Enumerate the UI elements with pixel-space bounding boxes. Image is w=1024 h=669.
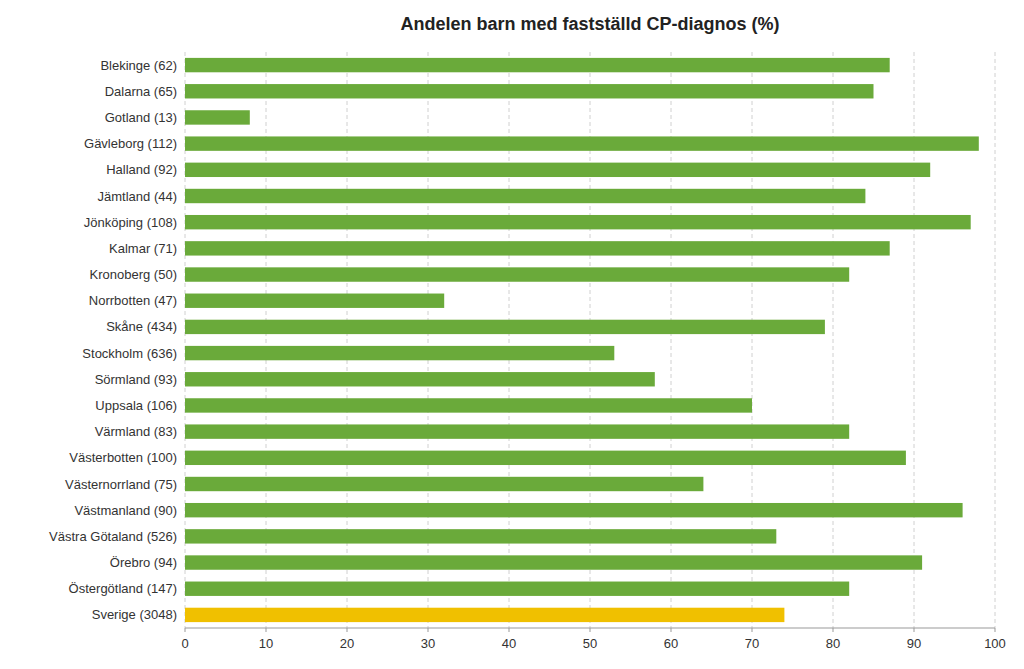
- bar: [185, 136, 979, 150]
- category-label: Västernorrland (75): [65, 477, 177, 492]
- category-label: Blekinge (62): [100, 58, 177, 73]
- category-label: Halland (92): [106, 162, 177, 177]
- category-label: Jönköping (108): [84, 215, 177, 230]
- tick-label: 0: [181, 636, 188, 651]
- tick-mark: [509, 628, 510, 632]
- tick-mark: [185, 628, 186, 632]
- title: Andelen barn med fastställd CP-diagnos (…: [400, 14, 779, 34]
- bar: [185, 189, 865, 203]
- bar: [185, 346, 614, 360]
- bar: [185, 294, 444, 308]
- tick-mark: [914, 628, 915, 632]
- category-label: Kalmar (71): [109, 241, 177, 256]
- category-label: Uppsala (106): [95, 398, 177, 413]
- category-label: Värmland (83): [95, 424, 177, 439]
- y-axis: Sverige (3048) Östergötland (147) Örebro (…: [49, 58, 177, 623]
- bar: [185, 555, 922, 569]
- bar: [185, 163, 930, 177]
- category-label: Norrbotten (47): [89, 293, 177, 308]
- bar: [185, 529, 776, 543]
- tick-label: 60: [664, 636, 678, 651]
- tick-label: 80: [826, 636, 840, 651]
- category-label: Västmanland (90): [74, 503, 177, 518]
- bar: [185, 267, 849, 281]
- category-label: Östergötland (147): [69, 581, 177, 596]
- category-label: Sörmland (93): [95, 372, 177, 387]
- tick-label: 20: [340, 636, 354, 651]
- bar: [185, 215, 971, 229]
- category-label: Kronoberg (50): [90, 267, 177, 282]
- category-label: Gotland (13): [105, 110, 177, 125]
- bar: [185, 241, 890, 255]
- bar: [185, 477, 703, 491]
- bar: [185, 372, 655, 386]
- tick-label: 100: [984, 636, 1006, 651]
- bar: [185, 58, 890, 72]
- bar: [185, 84, 874, 98]
- category-label: Sverige (3048): [92, 607, 177, 622]
- category-label: Västra Götaland (526): [49, 529, 177, 544]
- tick-label: 70: [745, 636, 759, 651]
- tick-mark: [428, 628, 429, 632]
- tick-mark: [752, 628, 753, 632]
- bar: [185, 110, 250, 124]
- category-label: Jämtland (44): [98, 189, 177, 204]
- tick-mark: [347, 628, 348, 632]
- category-label: Västerbotten (100): [69, 450, 177, 465]
- tick-label: 50: [583, 636, 597, 651]
- category-label: Stockholm (636): [82, 346, 177, 361]
- tick-label: 90: [907, 636, 921, 651]
- grid-line: [995, 52, 996, 628]
- bar: [185, 398, 752, 412]
- chart: Andelen barn med fastställd CP-diagnos (…: [0, 0, 1024, 669]
- bar: [185, 451, 906, 465]
- bar: [185, 320, 825, 334]
- tick-label: 30: [421, 636, 435, 651]
- bar: [185, 608, 784, 622]
- bar: [185, 503, 963, 517]
- tick-label: 40: [502, 636, 516, 651]
- page: {"chart_data": {"type": "bar", "orientat…: [0, 0, 1024, 669]
- tick-mark: [671, 628, 672, 632]
- tick-mark: [833, 628, 834, 632]
- tick-label: 10: [259, 636, 273, 651]
- grid: [185, 52, 995, 628]
- tick-mark: [266, 628, 267, 632]
- category-label: Gävleborg (112): [84, 136, 177, 151]
- category-label: Dalarna (65): [105, 84, 177, 99]
- tick-mark: [995, 628, 996, 632]
- bars: [185, 58, 979, 622]
- category-label: Skåne (434): [106, 319, 177, 334]
- x-axis: 0 10 20 30 40 50 60 70 80 90 100: [181, 628, 1005, 651]
- bar: [185, 424, 849, 438]
- category-label: Örebro (94): [110, 555, 177, 570]
- tick-mark: [590, 628, 591, 632]
- bar: [185, 582, 849, 596]
